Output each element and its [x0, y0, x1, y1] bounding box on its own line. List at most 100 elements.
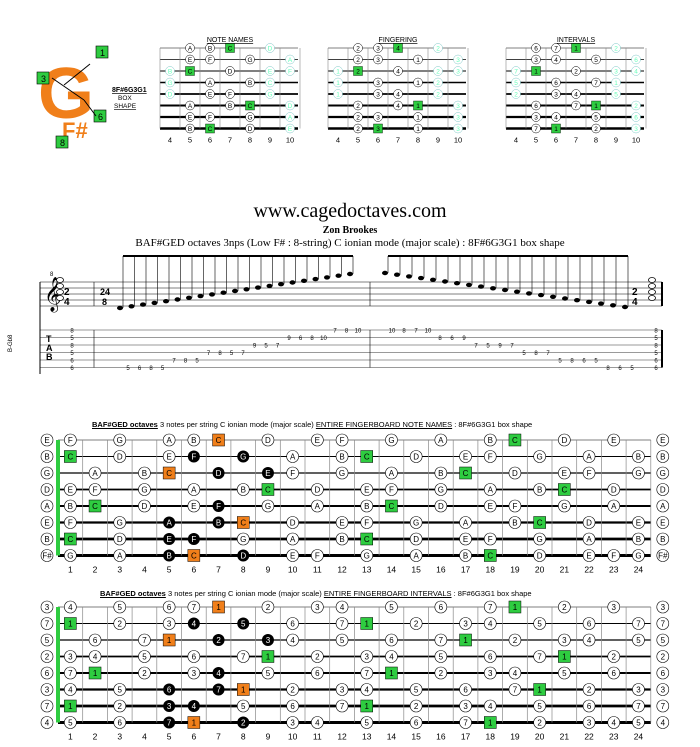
note-label: E — [288, 126, 293, 133]
note-label: C — [561, 486, 567, 495]
note-marker — [533, 617, 546, 630]
note-label: 7 — [365, 669, 370, 678]
tab-fret-number: 6 — [582, 359, 586, 365]
fret-number: 24 — [634, 732, 644, 742]
note-label: D — [288, 103, 293, 110]
note-label: A — [288, 57, 293, 64]
note-marker — [373, 77, 383, 88]
root-note-marker — [261, 650, 275, 663]
fb-intervals-title: BAF#GED octaves 3 notes per string C ion… — [100, 589, 532, 598]
note-label: 6 — [93, 636, 98, 645]
note-marker — [533, 450, 546, 463]
note-head — [394, 272, 400, 277]
note-marker — [205, 89, 215, 99]
root-note-marker — [531, 66, 541, 76]
tab-chord-fret: 5 — [654, 351, 658, 357]
note-marker — [113, 450, 127, 463]
note-label: E — [188, 57, 193, 64]
note-label: 4 — [216, 669, 221, 678]
note-label: 4 — [68, 603, 73, 612]
note-label: 5 — [414, 686, 419, 695]
note-label: A — [586, 453, 592, 462]
note-label: 7 — [554, 46, 558, 53]
note-marker — [551, 89, 561, 99]
root-note-marker — [551, 123, 561, 134]
note-label: 3 — [456, 57, 460, 64]
tab-fret-number: 7 — [546, 351, 550, 357]
note-head — [502, 287, 508, 293]
note-marker — [591, 54, 601, 65]
note-label: 1 — [416, 80, 420, 87]
mid-time-bottom: 8 — [102, 297, 107, 307]
note-label: A — [188, 103, 193, 110]
note-head — [197, 293, 204, 299]
note-marker — [185, 54, 195, 65]
tab-fret-number: 8 — [606, 366, 610, 372]
note-label: B — [168, 69, 172, 76]
note-label: 4 — [192, 702, 197, 711]
note-marker — [335, 433, 349, 447]
tab-fret-number: 7 — [276, 344, 280, 350]
note-label: D — [117, 535, 123, 544]
note-marker — [632, 532, 645, 546]
note-marker — [373, 89, 383, 99]
tab-chord-fret: 8 — [654, 344, 658, 350]
note-label: E — [166, 535, 171, 544]
note-label: G — [240, 453, 246, 462]
fret-number: 5 — [188, 136, 192, 145]
note-marker — [311, 499, 324, 513]
root-note-marker — [360, 532, 373, 546]
shape-note-marker — [163, 716, 176, 729]
fret-number: 13 — [362, 732, 372, 742]
end-chord-note — [648, 277, 656, 283]
note-marker — [311, 433, 324, 447]
open-note-marker — [40, 549, 54, 562]
note-marker — [245, 54, 255, 65]
note-label: C — [191, 552, 197, 561]
root-note-marker — [88, 499, 102, 513]
note-label: F — [389, 486, 394, 495]
note-label: B — [488, 436, 493, 445]
note-label: C — [92, 502, 98, 511]
note-label: 3 — [614, 69, 618, 76]
note-label: B — [463, 552, 468, 561]
note-marker — [311, 716, 324, 729]
note-label: G — [117, 436, 123, 445]
open-note-label: E — [44, 519, 49, 528]
note-marker — [511, 89, 521, 99]
tab-chord-fret: 8 — [70, 329, 74, 335]
note-label: 2 — [574, 69, 578, 76]
open-note-marker — [40, 716, 54, 729]
note-marker — [413, 112, 423, 122]
note-label: 2 — [356, 103, 360, 110]
note-marker — [360, 549, 374, 562]
fret-number: 19 — [510, 732, 520, 742]
note-label: 1 — [365, 702, 370, 711]
end-note-marker — [656, 516, 670, 529]
note-label: 6 — [290, 702, 295, 711]
fret-number: 21 — [560, 565, 570, 575]
note-marker — [225, 66, 235, 76]
fret-number: 7 — [574, 136, 578, 145]
note-marker — [393, 89, 403, 99]
end-note-marker — [656, 433, 670, 447]
note-marker — [409, 516, 423, 529]
end-note-marker — [656, 666, 670, 680]
note-label: 3 — [456, 69, 460, 76]
end-note-label: D — [660, 486, 666, 495]
end-note-marker — [656, 483, 670, 496]
tab-chord-fret: 8 — [70, 344, 74, 350]
note-label: E — [562, 469, 567, 478]
note-label: 1 — [463, 636, 468, 645]
website-title[interactable]: www.cagedoctaves.com — [253, 200, 447, 222]
note-head — [232, 288, 238, 294]
note-label: C — [216, 436, 222, 445]
note-label: 4 — [554, 115, 558, 122]
note-label: B — [636, 453, 641, 462]
root-note-marker — [64, 699, 77, 713]
fret-number: 7 — [396, 136, 400, 145]
note-label: B — [68, 502, 73, 511]
note-marker — [333, 66, 343, 76]
note-label: D — [586, 519, 592, 528]
